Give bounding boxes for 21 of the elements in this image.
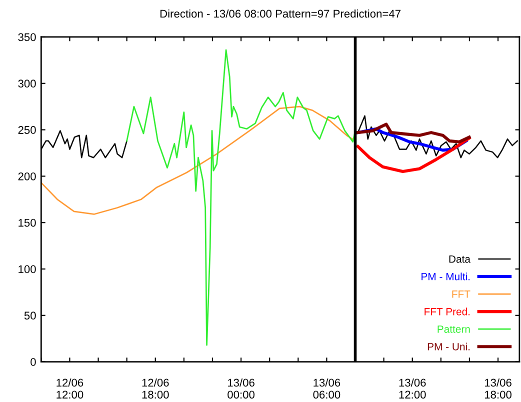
y-tick-label: 350	[18, 33, 36, 42]
x-tick-label: 12/06 12:00	[56, 378, 84, 399]
legend-label: PM - Uni.	[428, 342, 470, 350]
legend-label: Data	[449, 255, 470, 263]
x-tick-label: 13/06 00:00	[228, 378, 255, 399]
x-tick-label: 13/06 18:00	[484, 378, 512, 399]
y-tick-label: 150	[18, 218, 36, 227]
legend-label: FFT Pred.	[424, 308, 470, 316]
y-tick-label: 250	[18, 126, 36, 134]
y-tick-label: 50	[24, 312, 36, 320]
y-tick-label: 200	[18, 172, 36, 180]
legend-label: Pattern	[438, 326, 470, 333]
legend-label: FFT	[452, 290, 470, 298]
x-tick-label: 13/06 06:00	[313, 378, 340, 399]
x-tick-label: 12/06 18:00	[142, 378, 169, 399]
y-tick-label: 100	[18, 265, 36, 274]
chart-title: Direction - 13/06 08:00 Pattern=97 Prediction=47	[160, 9, 401, 18]
legend-label: PM - Multi.	[422, 272, 470, 280]
y-tick-label: 300	[18, 80, 36, 88]
x-tick-label: 13/06 12:00	[399, 378, 426, 399]
y-tick-label: 0	[30, 358, 36, 366]
